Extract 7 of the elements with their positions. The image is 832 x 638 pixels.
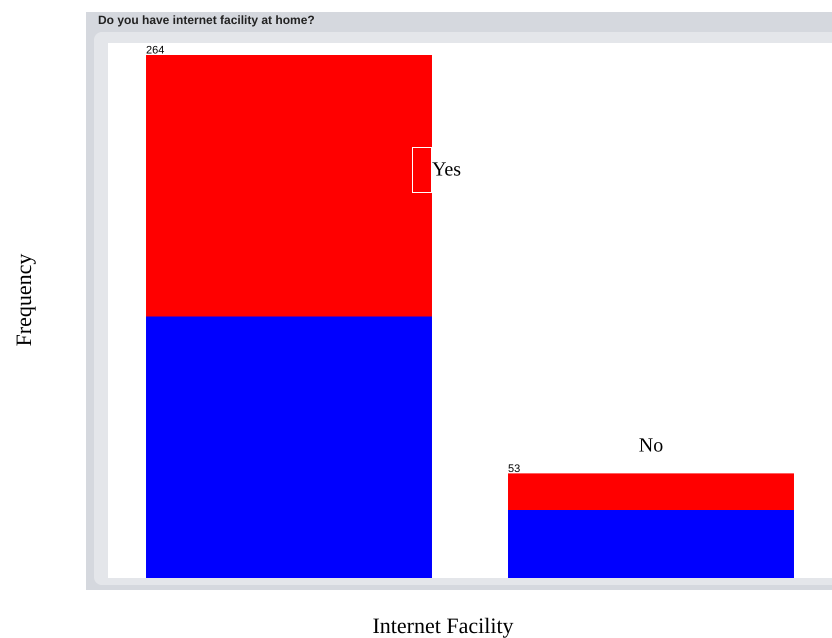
x-axis-title: Internet Facility [372,613,514,638]
y-axis-title: Frequency [11,254,37,346]
annotation: 264 [146,44,164,57]
annotation: 53 [508,462,520,475]
chart-title: Do you have internet facility at home? [98,13,315,27]
x-tick-label: Yes [432,158,462,180]
x-tick-label: No [638,434,664,457]
